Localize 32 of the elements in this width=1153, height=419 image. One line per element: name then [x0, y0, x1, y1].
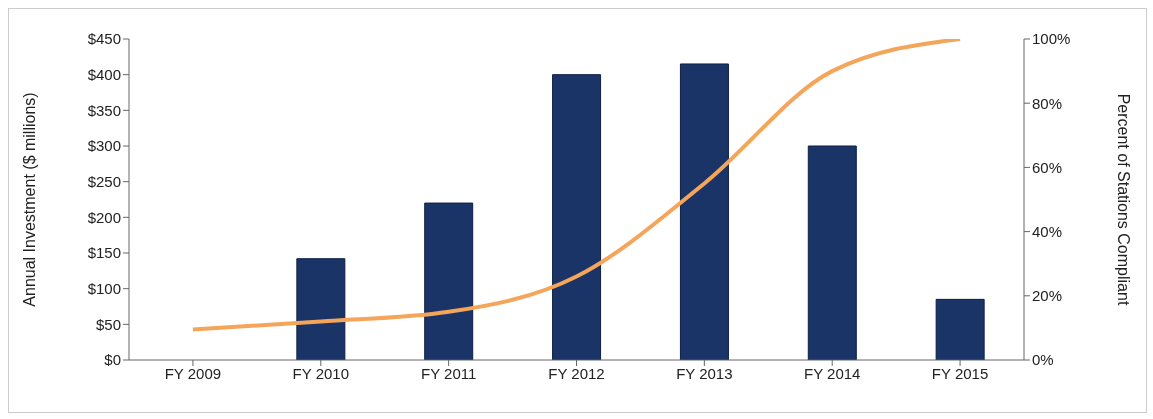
y-axis-title: Annual Investment ($ millions): [20, 92, 38, 307]
y-tick-label: $150: [87, 244, 121, 262]
x-tick-label: FY 2010: [292, 364, 349, 382]
y-tick-label: $400: [87, 65, 121, 83]
x-tick-label: FY 2014: [804, 364, 861, 382]
y2-tick-label: 60%: [1032, 158, 1063, 176]
bar: [935, 298, 985, 360]
x-tick-label: FY 2009: [164, 364, 222, 382]
y-tick-label: $100: [87, 279, 121, 297]
y-tick-label: $200: [87, 208, 121, 226]
y-tick-label: $50: [95, 315, 121, 333]
y-tick-label: $300: [87, 137, 121, 155]
bar: [807, 145, 857, 360]
y-tick-label: $350: [87, 101, 121, 119]
y2-tick-label: 40%: [1032, 222, 1063, 240]
y-tick-label: $250: [87, 172, 121, 190]
x-tick-label: FY 2011: [420, 364, 477, 382]
x-tick-label: FY 2013: [676, 364, 733, 382]
bar: [679, 63, 729, 360]
bar: [424, 202, 474, 360]
y2-tick-label: 0%: [1032, 351, 1054, 369]
bar: [552, 74, 602, 360]
bar: [296, 258, 346, 360]
y2-axis-title: Percent of Stations Compliant: [1115, 93, 1133, 306]
y2-tick-label: 20%: [1032, 287, 1063, 305]
x-tick-label: FY 2012: [548, 364, 605, 382]
y-tick-label: $0: [104, 351, 121, 369]
x-tick-label: FY 2015: [931, 364, 989, 382]
y2-tick-label: 80%: [1032, 94, 1063, 112]
line-series: [190, 39, 963, 332]
y-tick-label: $450: [87, 30, 121, 48]
y2-tick-label: 100%: [1032, 30, 1071, 48]
